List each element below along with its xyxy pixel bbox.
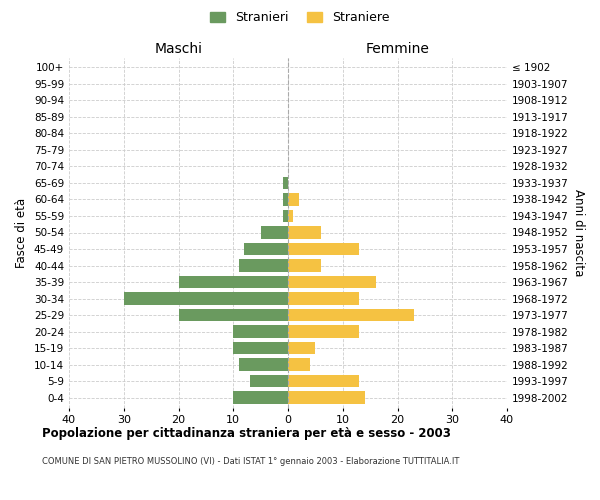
Bar	[288, 276, 376, 288]
Bar	[288, 375, 359, 388]
Bar	[239, 358, 288, 371]
Bar	[288, 260, 321, 272]
Y-axis label: Fasce di età: Fasce di età	[16, 198, 28, 268]
Bar	[239, 260, 288, 272]
Bar	[288, 392, 365, 404]
Bar	[179, 309, 288, 321]
Bar	[233, 392, 288, 404]
Text: Maschi: Maschi	[154, 42, 202, 56]
Text: Femmine: Femmine	[365, 42, 430, 56]
Text: COMUNE DI SAN PIETRO MUSSOLINO (VI) - Dati ISTAT 1° gennaio 2003 - Elaborazione : COMUNE DI SAN PIETRO MUSSOLINO (VI) - Da…	[42, 458, 460, 466]
Bar	[288, 342, 316, 354]
Bar	[244, 243, 288, 255]
Bar	[124, 292, 288, 304]
Bar	[288, 309, 414, 321]
Bar	[288, 292, 359, 304]
Bar	[283, 210, 288, 222]
Bar	[233, 326, 288, 338]
Bar	[179, 276, 288, 288]
Y-axis label: Anni di nascita: Anni di nascita	[572, 189, 585, 276]
Bar	[288, 358, 310, 371]
Bar	[233, 342, 288, 354]
Bar	[283, 177, 288, 189]
Bar	[250, 375, 288, 388]
Bar	[283, 194, 288, 205]
Bar	[288, 326, 359, 338]
Bar	[288, 194, 299, 205]
Legend: Stranieri, Straniere: Stranieri, Straniere	[205, 6, 395, 29]
Bar	[288, 210, 293, 222]
Bar	[288, 226, 321, 238]
Bar	[260, 226, 288, 238]
Text: Popolazione per cittadinanza straniera per età e sesso - 2003: Popolazione per cittadinanza straniera p…	[42, 428, 451, 440]
Bar	[288, 243, 359, 255]
